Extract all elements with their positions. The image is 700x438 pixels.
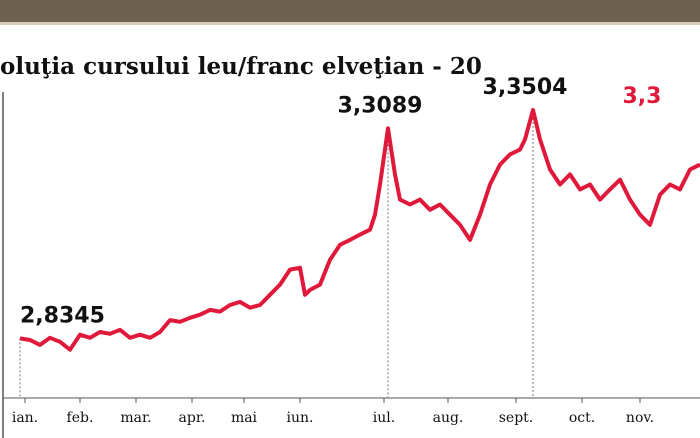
x-tick-label: mar. xyxy=(120,410,151,426)
header-rule xyxy=(0,22,700,25)
x-tick-label: aug. xyxy=(433,410,464,426)
x-tick-label: apr. xyxy=(179,410,206,426)
header-band xyxy=(0,0,700,22)
series-line xyxy=(19,108,700,352)
x-tick-label: iul. xyxy=(373,410,395,426)
x-tick-label: iun. xyxy=(287,410,314,426)
annotation-label: 2,8345 xyxy=(20,303,105,328)
x-tick-label: mai xyxy=(231,410,258,426)
x-tick-label: feb. xyxy=(67,410,94,426)
x-tick-label: ian. xyxy=(12,410,38,426)
chart-title: oluţia cursului leu/franc elveţian - 20 xyxy=(0,53,482,80)
x-tick-label: oct. xyxy=(569,410,595,426)
annotation-label: 3,3504 xyxy=(483,75,568,100)
annotation-label: 3,3 xyxy=(623,84,662,109)
x-tick-label: sept. xyxy=(499,410,534,426)
annotation-label: 3,3089 xyxy=(338,93,423,118)
x-tick-label: nov. xyxy=(626,410,654,426)
